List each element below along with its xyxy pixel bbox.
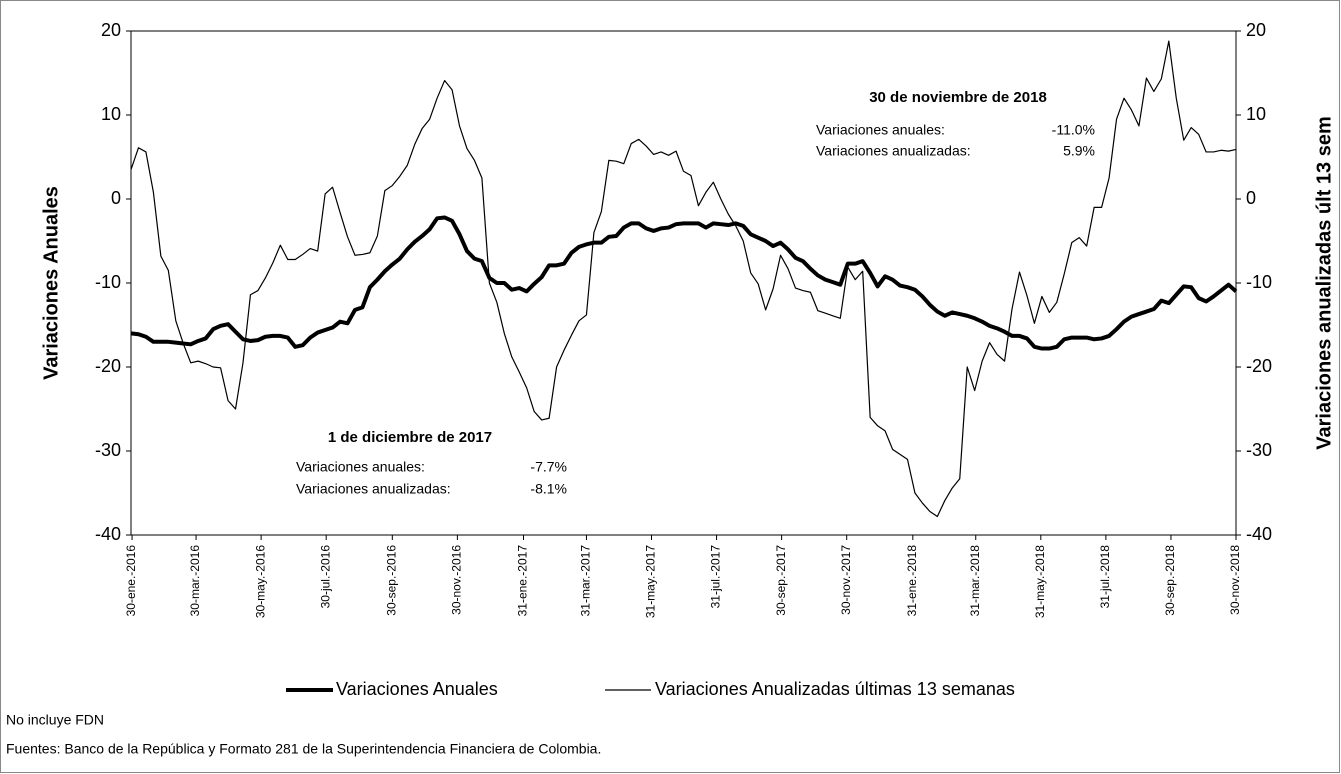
- annotation-value: -7.7%: [530, 459, 567, 475]
- y2-axis-title: Variaciones anualizadas últ 13 sem: [1313, 116, 1335, 450]
- x-tick-label: 30-mar.-2016: [188, 545, 202, 617]
- x-tick-label: 30-nov.-2018: [1228, 545, 1242, 615]
- y2-tick-label: 0: [1246, 188, 1256, 208]
- x-tick-label: 31-may.-2017: [644, 545, 658, 618]
- legend-label: Variaciones Anualizadas últimas 13 seman…: [655, 679, 1015, 699]
- y-tick-label: -40: [95, 524, 121, 544]
- x-tick-label: 30-may.-2016: [253, 545, 267, 618]
- note: No incluye FDN: [6, 712, 104, 728]
- y-tick-label: 20: [101, 20, 121, 40]
- y2-tick-label: -30: [1246, 440, 1272, 460]
- x-tick-label: 30-ene.-2016: [124, 545, 138, 617]
- series-line: [130, 40, 1237, 518]
- x-tick-label: 30-sep.-2016: [384, 545, 398, 616]
- annotation-value: 5.9%: [1063, 143, 1095, 159]
- y-tick-label: 0: [111, 188, 121, 208]
- x-tick-label: 30-nov.-2016: [450, 545, 464, 615]
- y2-tick-label: -20: [1246, 356, 1272, 376]
- x-tick-label: 31-jul.-2017: [709, 545, 723, 609]
- y2-tick-label: -40: [1246, 524, 1272, 544]
- annotation-title: 30 de noviembre de 2018: [869, 89, 1047, 106]
- x-tick-label: 31-mar.-2018: [968, 545, 982, 617]
- x-tick-label: 31-ene.-2018: [905, 545, 919, 617]
- x-tick-label: 30-sep.-2017: [774, 545, 788, 616]
- x-tick-label: 30-nov.-2017: [839, 545, 853, 615]
- annotation-value: -8.1%: [530, 481, 567, 497]
- y-tick-label: 10: [101, 104, 121, 124]
- y2-tick-label: -10: [1246, 272, 1272, 292]
- x-tick-label: 31-ene.-2017: [516, 545, 530, 617]
- x-tick-label: 30-sep.-2018: [1163, 545, 1177, 616]
- annotation-text: Variaciones anualizadas:: [816, 143, 971, 159]
- x-tick-label: 31-mar.-2017: [579, 545, 593, 617]
- annotation-value: -11.0%: [1052, 122, 1095, 138]
- y-tick-label: -30: [95, 440, 121, 460]
- annotation-text: Variaciones anuales:: [816, 122, 945, 138]
- y2-tick-label: 10: [1246, 104, 1266, 124]
- annotation-text: Variaciones anuales:: [296, 459, 425, 475]
- x-tick-label: 31-may.-2018: [1033, 545, 1047, 618]
- y-tick-label: -20: [95, 356, 121, 376]
- note: Fuentes: Banco de la República y Formato…: [6, 741, 601, 757]
- x-tick-label: 30-jul.-2016: [318, 545, 332, 609]
- y-tick-label: -10: [95, 272, 121, 292]
- x-tick-label: 31-jul.-2018: [1098, 545, 1112, 609]
- y2-tick-label: 20: [1246, 20, 1266, 40]
- annotation-title: 1 de diciembre de 2017: [328, 429, 492, 446]
- y-axis-title: Variaciones Anuales: [40, 186, 62, 380]
- legend-label: Variaciones Anuales: [336, 679, 498, 699]
- series-line: [130, 215, 1238, 351]
- annotation-text: Variaciones anualizadas:: [296, 481, 451, 497]
